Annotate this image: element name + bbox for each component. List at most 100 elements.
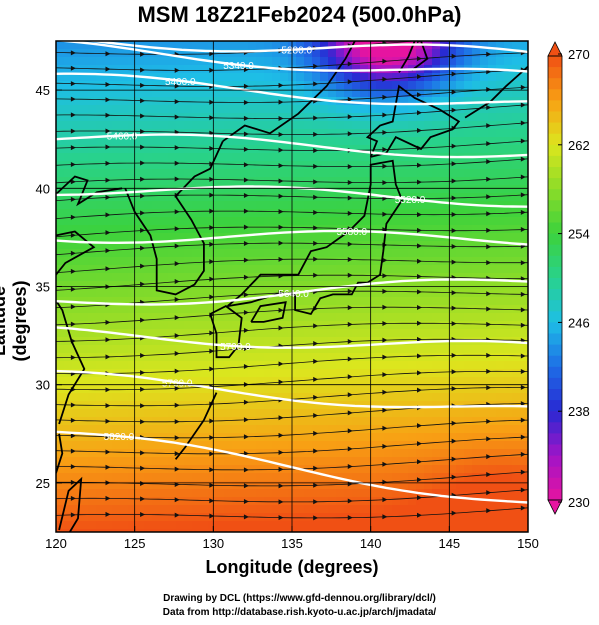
- shade-cell: [248, 225, 257, 234]
- shade-cell: [368, 321, 377, 330]
- shade-cell: [136, 169, 145, 178]
- shade-cell: [456, 297, 465, 306]
- shade-cell: [192, 177, 201, 186]
- shade-cell: [400, 225, 409, 234]
- shade-cell: [184, 329, 193, 338]
- shade-cell: [264, 385, 273, 394]
- shade-cell: [264, 105, 273, 114]
- shade-cell: [160, 177, 169, 186]
- shade-cell: [256, 377, 265, 386]
- shade-cell: [480, 329, 489, 338]
- shade-cell: [392, 409, 401, 418]
- shade-cell: [184, 225, 193, 234]
- shade-cell: [136, 137, 145, 146]
- shade-cell: [232, 337, 241, 346]
- shade-cell: [280, 265, 289, 274]
- shade-cell: [432, 177, 441, 186]
- shade-cell: [240, 337, 249, 346]
- shade-cell: [208, 473, 217, 482]
- shade-cell: [408, 377, 417, 386]
- shade-cell: [56, 209, 65, 218]
- shade-cell: [504, 489, 513, 498]
- shade-cell: [120, 489, 129, 498]
- shade-cell: [376, 97, 385, 106]
- wind-arrow: [105, 144, 111, 150]
- shade-cell: [232, 425, 241, 434]
- shade-cell: [72, 417, 81, 426]
- shade-cell: [64, 449, 73, 458]
- shade-cell: [416, 505, 425, 514]
- shade-cell: [232, 81, 241, 90]
- shade-cell: [456, 73, 465, 82]
- shade-cell: [176, 145, 185, 154]
- colorbar-segment: [548, 266, 562, 279]
- shade-cell: [200, 81, 209, 90]
- shade-cell: [272, 113, 281, 122]
- shade-cell: [312, 249, 321, 258]
- shade-cell: [272, 241, 281, 250]
- shade-cell: [320, 73, 329, 82]
- shade-cell: [272, 153, 281, 162]
- contour-label: 5400.0: [165, 77, 196, 88]
- shade-cell: [352, 529, 361, 532]
- shade-cell: [88, 297, 97, 306]
- shade-cell: [72, 369, 81, 378]
- shade-cell: [504, 217, 513, 226]
- shade-cell: [432, 409, 441, 418]
- shade-cell: [256, 137, 265, 146]
- shade-cell: [216, 425, 225, 434]
- shade-cell: [512, 513, 521, 522]
- shade-cell: [96, 249, 105, 258]
- shade-cell: [168, 145, 177, 154]
- shade-cell: [152, 489, 161, 498]
- shade-cell: [320, 529, 329, 532]
- wind-arrow: [174, 497, 180, 503]
- shade-cell: [400, 81, 409, 90]
- shade-cell: [448, 129, 457, 138]
- shade-cell: [208, 409, 217, 418]
- wind-arrow: [278, 515, 284, 521]
- wind-arrow: [70, 81, 76, 87]
- shade-cell: [336, 521, 345, 530]
- shade-cell: [136, 345, 145, 354]
- shade-cell: [416, 121, 425, 130]
- shade-cell: [336, 385, 345, 394]
- shade-cell: [264, 281, 273, 290]
- shade-cell: [336, 449, 345, 458]
- shade-cell: [64, 89, 73, 98]
- shade-cell: [464, 529, 473, 532]
- shade-cell: [216, 281, 225, 290]
- shade-cell: [456, 369, 465, 378]
- shade-cell: [360, 121, 369, 130]
- colorbar-segment: [548, 244, 562, 257]
- shade-cell: [280, 329, 289, 338]
- shade-cell: [312, 49, 321, 58]
- shade-cell: [96, 433, 105, 442]
- shade-cell: [368, 281, 377, 290]
- shade-cell: [304, 257, 313, 266]
- shade-cell: [312, 273, 321, 282]
- shade-cell: [72, 201, 81, 210]
- shade-cell: [136, 153, 145, 162]
- shade-cell: [104, 425, 113, 434]
- shade-cell: [256, 289, 265, 298]
- shade-cell: [120, 153, 129, 162]
- shade-cell: [360, 185, 369, 194]
- shade-cell: [400, 177, 409, 186]
- shade-cell: [456, 265, 465, 274]
- shade-cell: [96, 457, 105, 466]
- shade-cell: [144, 281, 153, 290]
- shade-cell: [248, 481, 257, 490]
- shade-cell: [144, 321, 153, 330]
- shade-cell: [144, 465, 153, 474]
- shade-cell: [88, 89, 97, 98]
- shade-cell: [144, 273, 153, 282]
- shade-cell: [256, 241, 265, 250]
- shade-cell: [408, 385, 417, 394]
- shade-cell: [424, 73, 433, 82]
- shade-cell: [104, 313, 113, 322]
- shade-cell: [432, 401, 441, 410]
- shade-cell: [192, 129, 201, 138]
- shade-cell: [400, 153, 409, 162]
- shade-cell: [368, 217, 377, 226]
